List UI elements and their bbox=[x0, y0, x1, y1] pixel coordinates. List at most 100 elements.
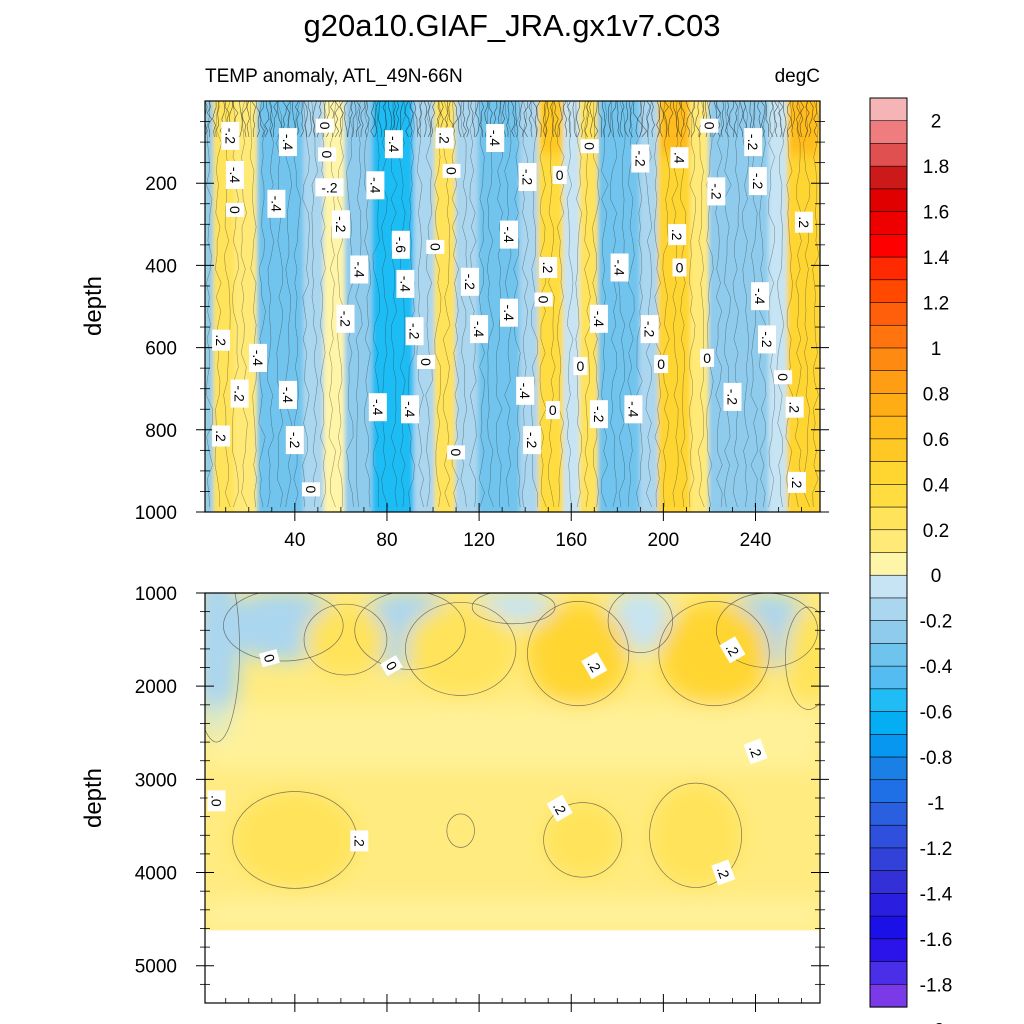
lower-blob-14 bbox=[446, 813, 475, 848]
upper-surface-contour-34 bbox=[352, 101, 357, 138]
upper-contour-label-text-3: -.4 bbox=[280, 134, 296, 151]
upper-contour-label-63: -.4 bbox=[368, 393, 387, 422]
upper-surface-contour-101 bbox=[646, 101, 652, 137]
upper-contour-label-bg-49 bbox=[748, 167, 767, 196]
upper-y-tick-label-400: 400 bbox=[145, 256, 177, 277]
upper-contour-label-30: 0 bbox=[552, 166, 567, 184]
lower-deep-band bbox=[205, 900, 820, 931]
upper-contour-label-bg-34 bbox=[589, 304, 608, 333]
upper-surface-contour-81 bbox=[558, 101, 563, 138]
upper-surface-contour-107 bbox=[672, 101, 678, 138]
upper-surface-contour-80 bbox=[553, 101, 559, 138]
upper-contour-label-text-44: 0 bbox=[701, 122, 717, 130]
upper-contour-label-2: 0 bbox=[225, 202, 244, 217]
upper-surface-contour-46 bbox=[404, 101, 410, 138]
colorbar-label-4: 1.2 bbox=[923, 294, 949, 315]
upper-contour-line-31 bbox=[478, 101, 486, 508]
upper-contour-line-15 bbox=[337, 101, 345, 508]
upper-contour-label-65: 0 bbox=[447, 445, 466, 460]
upper-contour-label-text-5: 0 bbox=[317, 122, 333, 130]
upper-contour-label-bg-44 bbox=[700, 118, 719, 133]
upper-contour-label-text-38: -.2 bbox=[642, 321, 658, 338]
upper-x-tick-label-120: 120 bbox=[463, 530, 495, 551]
colorbar-swatch-37 bbox=[869, 938, 908, 963]
upper-contour-label-text-8: -.2 bbox=[333, 216, 349, 233]
colorbar-frame bbox=[869, 97, 908, 1008]
upper-contour-line-69 bbox=[812, 101, 820, 508]
upper-contour-label-9: -.4 bbox=[350, 255, 369, 284]
upper-contour-label-55: .2 bbox=[788, 471, 806, 493]
upper-contour-label-bg-43 bbox=[672, 258, 687, 277]
lower-contour-label-5: .0 bbox=[207, 790, 226, 812]
upper-surface-contour-14 bbox=[264, 101, 270, 138]
upper-surface-contour-33 bbox=[347, 101, 353, 138]
upper-band-4 bbox=[303, 101, 326, 512]
upper-contour-label-bg-37 bbox=[631, 144, 650, 173]
upper-contour-line-41 bbox=[566, 101, 574, 508]
upper-contour-line-27 bbox=[442, 101, 451, 508]
upper-contour-line-26 bbox=[434, 101, 442, 508]
upper-surface-contour-70 bbox=[510, 101, 516, 138]
upper-contour-label-bg-26 bbox=[516, 376, 535, 405]
lower-anomaly-field bbox=[205, 593, 820, 931]
upper-contour-label-29: .2 bbox=[539, 257, 558, 278]
upper-contour-line-43 bbox=[584, 101, 591, 508]
upper-contour-line-60 bbox=[732, 101, 741, 508]
colorbar-label-9: 0.2 bbox=[923, 521, 949, 542]
upper-contour-label-text-56: .2 bbox=[213, 334, 229, 346]
upper-contour-line-33 bbox=[495, 101, 503, 508]
upper-surface-contour-131 bbox=[778, 101, 784, 138]
upper-contour-label-51: -.2 bbox=[758, 325, 776, 354]
upper-surface-contour-84 bbox=[572, 101, 577, 138]
colorbar-swatch-12 bbox=[869, 370, 908, 395]
upper-surface-contour-13 bbox=[259, 101, 265, 138]
upper-surface-contour-60 bbox=[465, 101, 471, 138]
chart-title: g20a10.GIAF_JRA.gx1v7.C03 bbox=[303, 8, 720, 43]
colorbar-label-11: -0.2 bbox=[920, 612, 953, 633]
upper-contour-label-bg-13 bbox=[391, 230, 410, 259]
upper-contour-label-28: 0 bbox=[534, 292, 553, 307]
upper-contour-label-46: -.2 bbox=[707, 177, 726, 206]
upper-surface-contour-63 bbox=[479, 101, 484, 138]
upper-surface-contour-92 bbox=[607, 101, 612, 138]
upper-contour-label-bg-48 bbox=[744, 128, 763, 157]
upper-contour-label-bg-14 bbox=[396, 269, 415, 298]
upper-surface-contour-73 bbox=[523, 101, 529, 138]
upper-x-tick-label-80: 80 bbox=[376, 530, 397, 551]
upper-contour-line-24 bbox=[416, 101, 424, 508]
upper-contour-line-55 bbox=[688, 101, 697, 508]
upper-contour-label-text-30: 0 bbox=[556, 167, 564, 183]
upper-surface-contour-71 bbox=[514, 101, 519, 138]
colorbar-label-16: -1.2 bbox=[920, 839, 953, 860]
upper-contour-label-48: -.2 bbox=[744, 128, 763, 157]
upper-surface-contour-0 bbox=[205, 101, 208, 136]
upper-y-axis: 200 400 600 800 1000 bbox=[135, 121, 829, 524]
lower-blob-13 bbox=[649, 783, 742, 888]
upper-contour-label-bg-52 bbox=[774, 370, 793, 385]
upper-surface-contour-139 bbox=[813, 101, 818, 138]
upper-contour-label-11: -.4 bbox=[384, 130, 403, 159]
upper-contour-label-text-50: -.4 bbox=[752, 288, 768, 305]
upper-surface-contour-112 bbox=[695, 101, 700, 138]
upper-contour-label-text-60: -.4 bbox=[280, 387, 296, 404]
upper-contour-label-text-59: -.2 bbox=[232, 385, 248, 402]
colorbar-swatch-9 bbox=[869, 302, 908, 326]
colorbar-label-2: 1.6 bbox=[923, 203, 949, 224]
upper-contour-label-22: -.4 bbox=[486, 124, 505, 152]
upper-contour-line-7 bbox=[267, 101, 274, 508]
upper-contour-label-bg-42 bbox=[668, 224, 687, 246]
lower-blob-contour-14 bbox=[446, 813, 475, 848]
upper-contour-line-52 bbox=[662, 101, 670, 508]
upper-contour-label-text-41: .4 bbox=[672, 152, 688, 164]
upper-band-0 bbox=[205, 101, 216, 512]
lower-blob-11 bbox=[232, 791, 358, 889]
upper-surface-contour-129 bbox=[769, 101, 774, 138]
upper-contour-label-text-36: -.4 bbox=[612, 259, 628, 276]
upper-contour-label-0: -.2 bbox=[221, 121, 240, 150]
upper-contour-label-36: -.4 bbox=[610, 253, 629, 282]
upper-contour-label-bg-11 bbox=[384, 130, 403, 159]
upper-contour-label-text-1: -.4 bbox=[227, 167, 243, 184]
lower-contour-label-text-5: .0 bbox=[209, 795, 225, 807]
upper-contour-label-bg-2 bbox=[225, 202, 244, 217]
